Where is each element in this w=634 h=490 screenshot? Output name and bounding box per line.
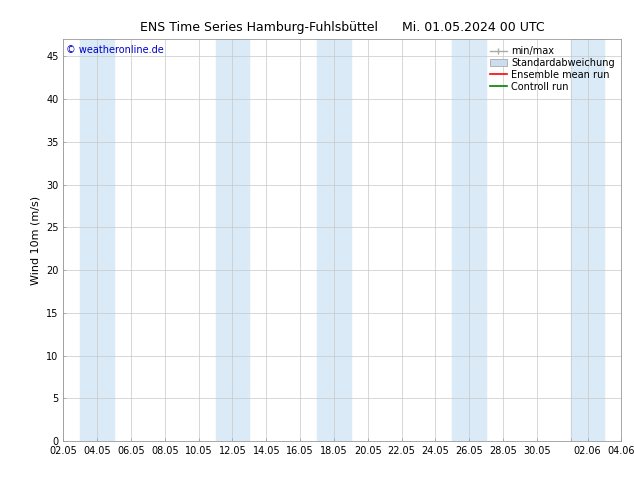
Y-axis label: Wind 10m (m/s): Wind 10m (m/s) [30,196,41,285]
Legend: min/max, Standardabweichung, Ensemble mean run, Controll run: min/max, Standardabweichung, Ensemble me… [488,44,616,94]
Bar [216,39,249,441]
Title: ENS Time Series Hamburg-Fuhlsbüttel      Mi. 01.05.2024 00 UTC: ENS Time Series Hamburg-Fuhlsbüttel Mi. … [140,21,545,34]
Bar [571,39,604,441]
Bar [81,39,114,441]
Text: © weatheronline.de: © weatheronline.de [66,45,164,55]
Bar [317,39,351,441]
Bar [452,39,486,441]
